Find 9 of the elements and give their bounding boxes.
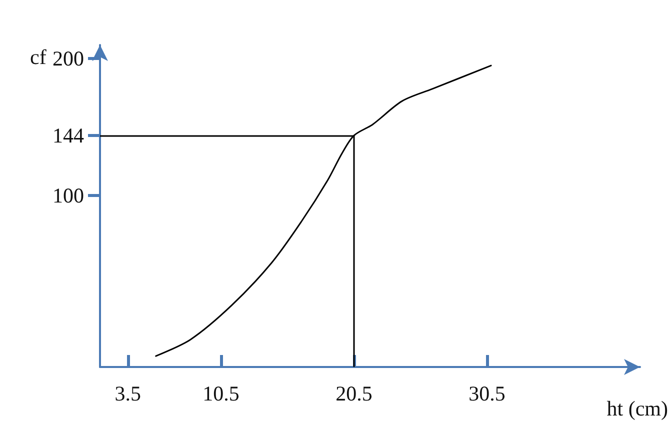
x-tick-label: 3.5	[114, 382, 142, 406]
x-axis-title: ht (cm)	[606, 396, 668, 420]
x-tick-label: 10.5	[202, 382, 240, 406]
y-tick-label: 200	[52, 46, 84, 71]
y-tick-label: 100	[52, 184, 84, 208]
x-tick-label: 30.5	[468, 382, 506, 406]
x-tick-label: 20.5	[336, 382, 372, 406]
y-tick-label: 144	[52, 123, 84, 148]
y-axis-title: cf	[30, 45, 46, 70]
